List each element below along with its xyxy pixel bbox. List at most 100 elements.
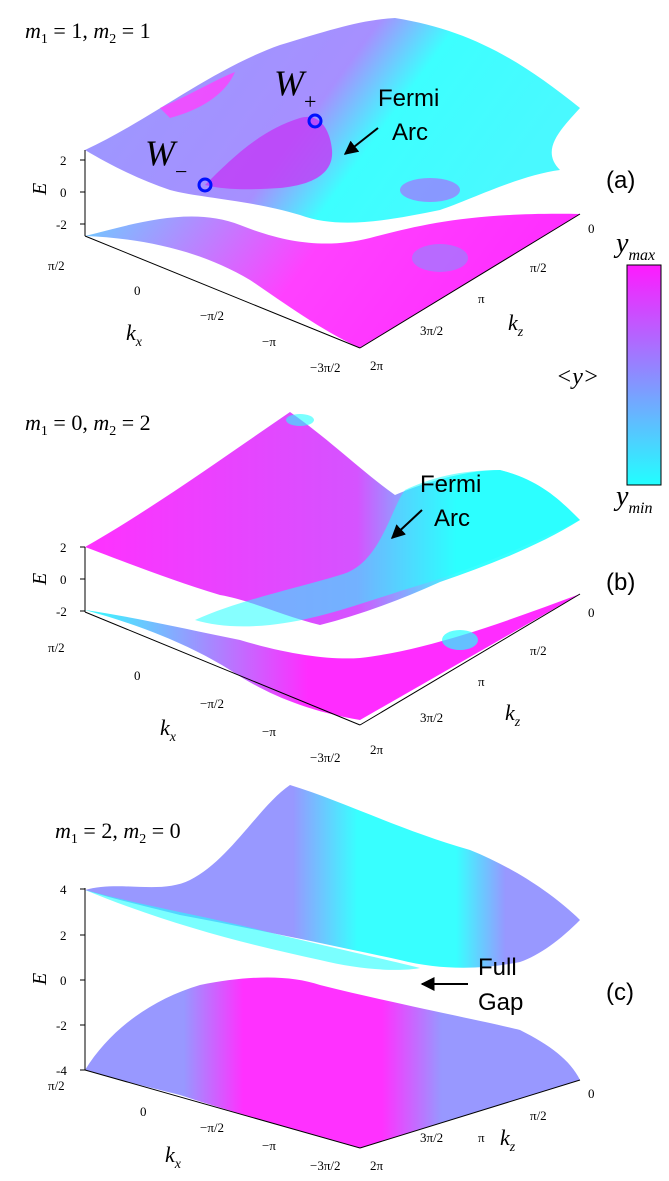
e-axis-label: E [29, 973, 51, 986]
kx-axis-label: kx [126, 320, 143, 350]
panel-tag: (b) [606, 569, 635, 596]
kz-tick: 2π [370, 742, 384, 757]
e-tick: 4 [60, 882, 67, 897]
kx-axis-label: kx [165, 1142, 182, 1172]
colorbar: ymax ymin <y> [556, 228, 662, 517]
e-axis-label: E [29, 573, 51, 586]
kz-tick: 0 [588, 221, 595, 236]
kx-tick: −π [262, 334, 276, 349]
lower-band-surface [85, 594, 580, 720]
kx-axis-label: kx [160, 715, 177, 745]
kx-tick: 0 [134, 668, 141, 683]
axes-a [84, 150, 581, 349]
upper-band-surface [85, 785, 580, 968]
kx-tick: −3π/2 [310, 360, 341, 375]
e-axis-label: E [29, 183, 51, 196]
kz-ticks-b: 0 π/2 π 3π/2 2π [370, 605, 595, 757]
kx-tick: 0 [134, 283, 141, 298]
panel-c: 4 2 0 -2 -4 E π/2 0 −π/2 −π −3π/2 kx 0 π… [29, 785, 634, 1173]
kz-tick: 0 [588, 605, 595, 620]
magenta-patch [160, 72, 235, 118]
panel-a: 2 0 -2 E π/2 0 −π/2 −π −3π/2 kx 0 π/2 π … [25, 18, 635, 375]
panel-b: 2 0 -2 E π/2 0 −π/2 −π −3π/2 kx 0 π/2 π … [25, 410, 635, 765]
kx-tick: π/2 [48, 1078, 65, 1093]
kx-tick: −3π/2 [310, 1158, 341, 1173]
kz-tick: 3π/2 [420, 710, 443, 725]
kz-tick: π/2 [530, 1108, 547, 1123]
panel-title: m1 = 2, m2 = 0 [55, 818, 181, 847]
panel-tag: (c) [606, 979, 634, 1006]
annotation-line-1: Full [478, 954, 517, 981]
kx-tick: −π [262, 724, 276, 739]
axes-c [84, 888, 581, 1149]
weyl-plus-label: W+ [274, 63, 316, 114]
kz-axis-label: kz [508, 310, 524, 340]
kz-ticks-a: 0 π/2 π 3π/2 2π [370, 221, 595, 373]
purple-patch-2 [412, 244, 468, 272]
fermi-arc-region [205, 116, 333, 190]
colorbar-min-label: ymin [613, 481, 652, 517]
e-tick: 0 [60, 973, 67, 988]
kx-tick: π/2 [48, 258, 65, 273]
colorbar-side-label: <y> [556, 364, 599, 390]
colorbar-gradient [626, 264, 662, 486]
e-tick: 0 [60, 185, 67, 200]
cyan-patch-2 [286, 414, 314, 426]
fermi-arc-region [195, 470, 580, 627]
kz-ticks-c: 0 π/2 π 3π/2 2π [370, 1086, 595, 1173]
kx-ticks-b: π/2 0 −π/2 −π −3π/2 [48, 640, 341, 765]
e-tick: 2 [60, 153, 67, 168]
colorbar-max-label: ymax [613, 228, 655, 264]
e-ticks-b: 2 0 -2 [56, 540, 85, 619]
purple-patch [400, 178, 460, 202]
kz-tick: 2π [370, 358, 384, 373]
annotation-line-2: Gap [478, 989, 523, 1016]
e-tick: -2 [56, 1018, 67, 1033]
weyl-minus-label: W− [145, 133, 187, 184]
kx-tick: −π/2 [200, 308, 224, 323]
lower-band-surface [85, 977, 580, 1148]
lower-band-surface [85, 213, 580, 348]
kz-tick: π [478, 674, 485, 689]
kx-tick: −π [262, 1138, 276, 1153]
e-tick: 0 [60, 572, 67, 587]
kz-tick: 2π [370, 1158, 384, 1173]
kz-tick: 3π/2 [420, 323, 443, 338]
kx-tick: π/2 [48, 640, 65, 655]
e-ticks-c: 4 2 0 -2 -4 [56, 882, 85, 1078]
e-tick: -2 [56, 604, 67, 619]
annotation-line-2: Arc [392, 119, 428, 146]
kx-tick: 0 [140, 1104, 147, 1119]
annotation-line-2: Arc [434, 505, 470, 532]
kx-ticks-a: π/2 0 −π/2 −π −3π/2 [48, 258, 341, 375]
kz-tick: π [478, 1130, 485, 1145]
e-tick: -2 [56, 217, 67, 232]
e-tick: 2 [60, 540, 67, 555]
kz-tick: π [478, 291, 485, 306]
weyl-point-plus [307, 113, 323, 129]
weyl-point-minus [197, 177, 213, 193]
e-tick: 2 [60, 928, 67, 943]
annotation-line-1: Fermi [420, 471, 481, 498]
panel-tag: (a) [606, 167, 635, 194]
kz-tick: π/2 [530, 643, 547, 658]
kx-tick: −3π/2 [310, 750, 341, 765]
kz-tick: 0 [588, 1086, 595, 1101]
annotation-arrow [390, 509, 423, 539]
upper-band-underside [85, 890, 420, 970]
annotation-arrow [343, 127, 379, 155]
kx-tick: −π/2 [200, 696, 224, 711]
e-tick: -4 [56, 1063, 67, 1078]
panel-title: m1 = 1, m2 = 1 [25, 18, 151, 47]
cyan-patch [442, 630, 478, 650]
kz-tick: 3π/2 [420, 1130, 443, 1145]
upper-band-surface [85, 18, 580, 223]
panel-title: m1 = 0, m2 = 2 [25, 410, 151, 439]
e-ticks-a: 2 0 -2 [56, 153, 85, 232]
kx-tick: −π/2 [200, 1120, 224, 1135]
annotation-line-1: Fermi [378, 85, 439, 112]
kx-ticks-c: π/2 0 −π/2 −π −3π/2 [48, 1078, 341, 1173]
kz-tick: π/2 [530, 260, 547, 275]
kz-axis-label: kz [500, 1125, 516, 1155]
